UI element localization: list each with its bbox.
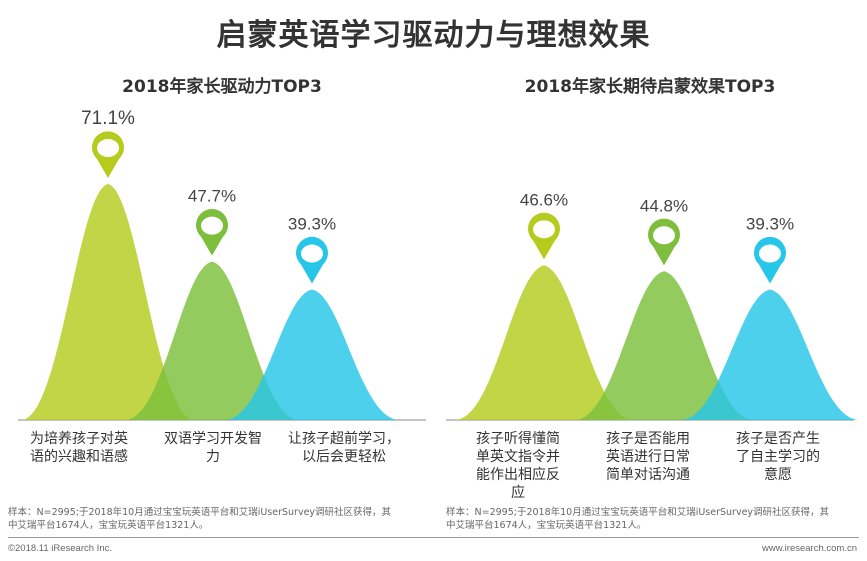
category-label: 孩子听得懂简 单英文指令并 能作出相应反应	[468, 430, 568, 502]
footer-divider	[8, 537, 859, 538]
category-label-line: 英语进行日常	[606, 449, 690, 465]
map-pin-icon	[754, 236, 786, 284]
category-label-line: 让孩子超前学习，	[288, 431, 400, 447]
copyright: ©2018.11 iResearch Inc.	[8, 543, 112, 554]
data-label: 71.1%	[81, 108, 135, 129]
map-pin-icon	[528, 212, 560, 260]
page-title: 启蒙英语学习驱动力与理想效果	[216, 18, 651, 53]
category-label-line: 语的兴趣和语感	[30, 449, 128, 465]
chart-effects: 46.6% 44.8% 39.3%	[446, 190, 858, 421]
category-label: 让孩子超前学习， 以后会更轻松	[280, 430, 408, 466]
map-pin-icon	[92, 131, 124, 178]
category-label-line: 双语学习开发智	[164, 431, 262, 447]
data-label: 39.3%	[288, 215, 336, 234]
note-line: 样本：N=2995;于2018年10月通过宝宝玩英语平台和艾瑞iUserSurv…	[8, 507, 392, 518]
chart-panel-drivers: 2018年家长驱动力TOP3 71.1% 47.7% 39.3% 为培养孩子对英 语的…	[12, 64, 432, 504]
data-label: 47.7%	[188, 187, 236, 206]
chart-title: 2018年家长驱动力TOP3	[122, 77, 322, 97]
sample-note: 样本：N=2995;于2018年10月通过宝宝玩英语平台和艾瑞iUserSurv…	[446, 506, 864, 532]
peak-area	[226, 289, 398, 420]
category-label-line: 力	[206, 449, 220, 465]
peak-area	[682, 289, 858, 420]
category-label: 双语学习开发智力	[152, 430, 274, 466]
data-label: 39.3%	[746, 215, 794, 234]
category-label-line: 了自主学习的	[736, 449, 820, 465]
data-label: 46.6%	[520, 190, 568, 209]
category-label-line: 单英文指令并	[476, 449, 560, 465]
note-line: 中艾瑞平台1674人，宝宝玩英语平台1321人。	[446, 520, 647, 531]
category-label-line: 孩子是否产生	[736, 431, 820, 447]
category-label-line: 意愿	[764, 467, 792, 483]
sample-note: 样本：N=2995;于2018年10月通过宝宝玩英语平台和艾瑞iUserSurv…	[8, 506, 428, 532]
category-label: 孩子是否产生 了自主学习的 意愿	[728, 430, 828, 484]
map-pin-icon	[196, 209, 228, 256]
category-label-line: 孩子听得懂简	[476, 431, 560, 447]
website: www.iresearch.com.cn	[761, 543, 857, 554]
note-line: 样本：N=2995;于2018年10月通过宝宝玩英语平台和艾瑞iUserSurv…	[446, 507, 830, 518]
category-label-line: 孩子是否能用	[606, 431, 690, 447]
map-pin-icon	[295, 236, 328, 284]
note-line: 中艾瑞平台1674人，宝宝玩英语平台1321人。	[8, 520, 209, 531]
peak-area	[576, 271, 752, 420]
chart-title: 2018年家长期待启蒙效果TOP3	[524, 77, 776, 97]
category-label-line: 以后会更轻松	[302, 449, 386, 465]
category-label-line: 简单对话沟通	[606, 467, 690, 483]
category-label-line: 应	[511, 485, 525, 501]
category-label-line: 能作出相应反	[476, 467, 560, 483]
category-label-line: 为培养孩子对英	[30, 431, 128, 447]
chart-panel-effects: 2018年家长期待启蒙效果TOP3 46.6% 44.8% 39.3% 孩子听得懂简…	[440, 64, 860, 504]
peak-area	[22, 184, 194, 420]
peak-area	[456, 265, 632, 420]
chart-drivers: 71.1% 47.7% 39.3%	[18, 108, 426, 421]
map-pin-icon	[648, 218, 680, 266]
data-label: 44.8%	[640, 196, 688, 215]
category-label: 孩子是否能用 英语进行日常 简单对话沟通	[598, 430, 698, 484]
peak-area	[126, 261, 298, 420]
category-label: 为培养孩子对英 语的兴趣和语感	[20, 430, 138, 466]
